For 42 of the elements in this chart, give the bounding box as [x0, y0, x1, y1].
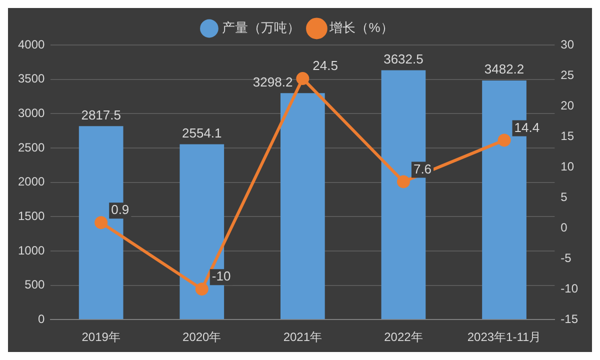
data-label: 3482.2 — [484, 62, 524, 77]
y-tick-label: 500 — [24, 278, 46, 292]
x-tick-label: 2021年 — [283, 330, 322, 344]
point — [296, 72, 310, 86]
data-label: 7.6 — [413, 161, 432, 176]
y2-tick-label: 25 — [560, 68, 574, 82]
bar — [280, 93, 325, 320]
y-tick-label: 2000 — [18, 174, 46, 189]
point — [195, 282, 208, 296]
y2-tick-label: 5 — [560, 190, 568, 204]
data-label: 3298.2 — [252, 74, 293, 90]
x-tick-label: 2023年1-11月 — [467, 330, 542, 344]
data-label: 3632.5 — [384, 51, 424, 66]
legend-label: 产量（万吨） — [222, 20, 300, 36]
y-tick-label: 4000 — [18, 37, 46, 52]
y2-tick-label: 15 — [560, 128, 574, 143]
y2-tick-label: 10 — [560, 159, 574, 174]
data-label: 0.9 — [111, 202, 130, 218]
y2-tick-label: -15 — [560, 312, 578, 326]
y-tick-label: 3000 — [18, 106, 46, 120]
y2-tick-label: -5 — [560, 250, 572, 265]
x-tick-label: 2019年 — [82, 330, 120, 344]
data-label: -10 — [212, 268, 231, 284]
y2-tick-label: 20 — [560, 98, 574, 112]
y2-tick-label: 0 — [560, 220, 568, 234]
point — [94, 216, 108, 230]
y-tick-label: 1000 — [18, 243, 46, 258]
data-label: 24.5 — [312, 58, 338, 74]
y-tick-label: 3500 — [18, 72, 46, 86]
point — [396, 175, 410, 188]
point — [498, 134, 511, 147]
y-tick-label: 1500 — [18, 208, 46, 223]
y-tick-label: 2500 — [18, 140, 46, 154]
y2-tick-label: -10 — [560, 281, 578, 296]
x-tick-label: 2022年 — [384, 330, 423, 344]
y-tick-label: 0 — [38, 312, 46, 326]
legend-label: 增长（%） — [328, 20, 394, 36]
data-label: 2817.5 — [81, 107, 121, 122]
x-tick-label: 2020年 — [182, 330, 222, 344]
data-label: 14.4 — [514, 120, 540, 135]
data-label: 2554.1 — [182, 125, 222, 140]
y2-tick-label: 30 — [560, 37, 574, 52]
